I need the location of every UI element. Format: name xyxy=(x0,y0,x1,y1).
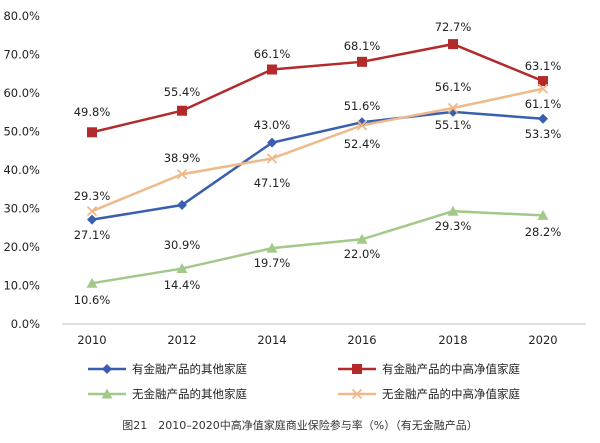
data-point-marker xyxy=(101,388,113,399)
data-point-marker xyxy=(176,263,188,274)
data-point-marker xyxy=(447,205,459,216)
data-point-marker xyxy=(357,117,367,128)
x-tick-label: 2010 xyxy=(77,333,106,347)
x-tick-label: 2020 xyxy=(528,333,557,347)
data-point-marker xyxy=(538,113,548,124)
data-label: 27.1% xyxy=(74,228,111,242)
legend-item: 有金融产品的其他家庭 xyxy=(88,362,247,376)
data-point-marker xyxy=(266,242,278,253)
data-label: 30.9% xyxy=(164,238,201,252)
data-point-marker xyxy=(538,76,548,87)
x-tick-label: 2016 xyxy=(347,333,376,347)
legend-item: 无金融产品的中高净值家庭 xyxy=(338,387,520,401)
data-label: 29.3% xyxy=(74,189,111,203)
data-point-marker xyxy=(86,206,98,217)
data-label: 14.4% xyxy=(164,278,201,292)
data-point-marker xyxy=(102,364,112,374)
data-point-marker xyxy=(87,127,97,138)
x-tick-label: 2014 xyxy=(257,333,286,347)
data-label: 66.1% xyxy=(254,47,291,61)
data-label: 72.7% xyxy=(435,20,472,34)
data-labels: 27.1% 30.9% 47.1% 52.4% 55.1% 53.3% 49.8% 55.4%… xyxy=(74,20,562,307)
data-label: 55.4% xyxy=(164,85,201,99)
data-point-marker xyxy=(352,364,362,374)
series-line xyxy=(91,42,544,134)
y-tick-label: 70.0% xyxy=(3,48,40,62)
data-point-marker xyxy=(537,209,549,220)
data-point-marker xyxy=(177,200,187,211)
data-point-marker xyxy=(357,56,367,67)
y-tick-label: 30.0% xyxy=(3,202,40,216)
data-label: 43.0% xyxy=(254,118,291,132)
legend-item: 无金融产品的其他家庭 xyxy=(88,387,247,401)
data-label: 47.1% xyxy=(254,176,291,190)
data-point-marker xyxy=(447,102,459,114)
y-tick-label: 40.0% xyxy=(3,163,40,177)
data-point-marker xyxy=(356,120,368,131)
legend-label: 有金融产品的其他家庭 xyxy=(132,362,247,376)
data-label: 51.6% xyxy=(344,99,381,113)
series-lines xyxy=(91,42,544,285)
y-tick-label: 50.0% xyxy=(3,125,40,139)
data-label: 68.1% xyxy=(344,39,381,53)
data-label: 53.3% xyxy=(525,127,562,141)
data-label: 49.8% xyxy=(74,105,111,119)
data-point-marker xyxy=(267,137,277,148)
data-point-marker xyxy=(266,153,278,164)
data-point-marker xyxy=(351,388,363,400)
y-tick-label: 60.0% xyxy=(3,86,40,100)
data-label: 28.2% xyxy=(525,225,562,239)
data-label: 38.9% xyxy=(164,151,201,165)
legend-label: 无金融产品的中高净值家庭 xyxy=(382,387,520,401)
series-line xyxy=(91,209,544,285)
x-tick-label: 2018 xyxy=(438,333,467,347)
data-point-marker xyxy=(86,277,98,288)
legend-label: 有金融产品的中高净值家庭 xyxy=(382,362,520,376)
y-tick-label: 0.0% xyxy=(11,317,40,331)
data-point-marker xyxy=(177,105,187,116)
y-tick-label: 80.0% xyxy=(3,9,40,23)
x-tick-label: 2012 xyxy=(167,333,196,347)
y-tick-label: 10.0% xyxy=(3,279,40,293)
data-point-marker xyxy=(537,83,549,94)
data-point-marker xyxy=(448,39,458,50)
axes: 0.0% 10.0% 20.0% 30.0% 40.0% 50.0% 60.0% 70.0% 8… xyxy=(3,9,586,347)
data-label: 63.1% xyxy=(525,59,562,73)
series-line xyxy=(91,110,544,221)
figure-caption: 图21 2010–2020中高净值家庭商业保险参与率（%）（有无金融产品） xyxy=(122,419,478,432)
data-point-marker xyxy=(356,233,368,244)
legend-item: 有金融产品的中高净值家庭 xyxy=(338,362,520,376)
data-label: 61.1% xyxy=(525,97,562,111)
data-point-marker xyxy=(176,169,188,180)
data-label: 52.4% xyxy=(344,137,381,151)
data-label: 19.7% xyxy=(254,256,291,270)
data-point-marker xyxy=(87,214,97,225)
series-line xyxy=(91,87,544,213)
series-markers xyxy=(86,39,549,288)
data-point-marker xyxy=(267,64,277,75)
y-tick-label: 20.0% xyxy=(3,240,40,254)
data-label: 56.1% xyxy=(435,80,472,94)
data-label: 55.1% xyxy=(435,118,472,132)
legend-label: 无金融产品的其他家庭 xyxy=(132,387,247,401)
data-label: 22.0% xyxy=(344,247,381,261)
data-label: 29.3% xyxy=(435,219,472,233)
data-label: 10.6% xyxy=(74,293,111,307)
